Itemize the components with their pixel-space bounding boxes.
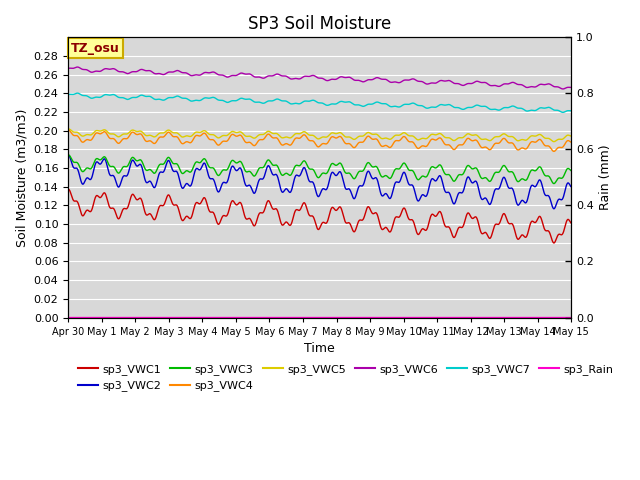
sp3_VWC2 bbox=[550, 206, 557, 212]
Line: sp3_VWC3: sp3_VWC3 bbox=[68, 155, 572, 183]
sp3_VWC5 bbox=[64, 126, 72, 132]
sp3_VWC3 bbox=[568, 168, 575, 174]
Title: SP3 Soil Moisture: SP3 Soil Moisture bbox=[248, 15, 392, 33]
sp3_VWC1 bbox=[298, 204, 305, 210]
sp3_VWC2 bbox=[124, 171, 132, 177]
sp3_VWC7 bbox=[74, 90, 81, 96]
sp3_Rain bbox=[297, 315, 305, 321]
sp3_Rain bbox=[64, 315, 72, 321]
Line: sp3_VWC6: sp3_VWC6 bbox=[68, 67, 572, 89]
sp3_VWC5 bbox=[298, 130, 305, 136]
sp3_VWC2 bbox=[298, 169, 305, 175]
sp3_VWC6 bbox=[278, 73, 286, 79]
sp3_VWC5 bbox=[124, 131, 132, 136]
sp3_VWC1 bbox=[278, 222, 286, 228]
sp3_VWC6 bbox=[351, 77, 358, 83]
sp3_VWC1 bbox=[124, 204, 132, 210]
sp3_VWC6 bbox=[124, 71, 132, 76]
sp3_VWC7 bbox=[104, 92, 111, 98]
sp3_VWC7 bbox=[351, 102, 358, 108]
sp3_VWC7 bbox=[559, 109, 567, 115]
sp3_VWC2 bbox=[278, 189, 286, 195]
sp3_Rain bbox=[288, 315, 296, 321]
sp3_VWC6 bbox=[104, 66, 111, 72]
sp3_VWC2 bbox=[568, 184, 575, 190]
sp3_VWC3 bbox=[298, 161, 305, 167]
Line: sp3_VWC7: sp3_VWC7 bbox=[68, 93, 572, 112]
sp3_VWC2 bbox=[64, 153, 72, 158]
sp3_VWC1 bbox=[568, 220, 575, 226]
sp3_VWC5 bbox=[568, 133, 575, 139]
sp3_VWC3 bbox=[351, 176, 358, 181]
sp3_VWC3 bbox=[64, 152, 72, 158]
sp3_VWC4 bbox=[65, 127, 72, 133]
sp3_VWC6 bbox=[568, 84, 575, 90]
sp3_VWC5 bbox=[289, 134, 296, 140]
sp3_VWC4 bbox=[278, 142, 286, 148]
sp3_VWC2 bbox=[65, 153, 72, 158]
sp3_VWC7 bbox=[64, 92, 72, 97]
sp3_VWC5 bbox=[550, 139, 557, 144]
sp3_Rain bbox=[103, 315, 111, 321]
sp3_VWC6 bbox=[298, 75, 305, 81]
sp3_VWC1 bbox=[64, 187, 72, 192]
sp3_VWC7 bbox=[568, 108, 575, 114]
sp3_VWC4 bbox=[289, 140, 296, 146]
sp3_VWC5 bbox=[104, 129, 111, 135]
sp3_VWC7 bbox=[289, 101, 296, 107]
Y-axis label: Rain (mm): Rain (mm) bbox=[600, 144, 612, 210]
sp3_VWC1 bbox=[65, 187, 72, 192]
sp3_Rain bbox=[568, 315, 575, 321]
sp3_VWC3 bbox=[65, 152, 72, 158]
sp3_VWC4 bbox=[550, 148, 557, 154]
Line: sp3_VWC2: sp3_VWC2 bbox=[68, 156, 572, 209]
sp3_VWC2 bbox=[289, 184, 296, 190]
sp3_VWC3 bbox=[104, 159, 111, 165]
Line: sp3_VWC1: sp3_VWC1 bbox=[68, 190, 572, 243]
sp3_Rain bbox=[351, 315, 358, 321]
sp3_VWC1 bbox=[104, 197, 111, 203]
Line: sp3_VWC5: sp3_VWC5 bbox=[68, 129, 572, 142]
sp3_Rain bbox=[124, 315, 131, 321]
sp3_VWC6 bbox=[74, 64, 81, 70]
sp3_VWC3 bbox=[289, 169, 296, 175]
sp3_VWC2 bbox=[351, 195, 358, 201]
sp3_VWC1 bbox=[289, 218, 296, 224]
sp3_VWC5 bbox=[278, 135, 286, 141]
sp3_VWC6 bbox=[559, 86, 567, 92]
sp3_VWC1 bbox=[351, 228, 358, 234]
sp3_VWC7 bbox=[298, 100, 305, 106]
Text: TZ_osu: TZ_osu bbox=[70, 42, 120, 55]
Line: sp3_VWC4: sp3_VWC4 bbox=[68, 130, 572, 151]
sp3_VWC7 bbox=[124, 96, 132, 102]
sp3_VWC3 bbox=[124, 163, 132, 168]
sp3_VWC4 bbox=[64, 128, 72, 133]
sp3_VWC4 bbox=[568, 139, 575, 145]
sp3_VWC4 bbox=[298, 134, 305, 140]
sp3_VWC5 bbox=[351, 136, 358, 142]
sp3_VWC4 bbox=[104, 132, 111, 138]
sp3_VWC6 bbox=[64, 66, 72, 72]
sp3_VWC5 bbox=[65, 126, 72, 132]
sp3_VWC1 bbox=[550, 240, 557, 246]
sp3_VWC3 bbox=[278, 172, 286, 178]
X-axis label: Time: Time bbox=[305, 342, 335, 355]
sp3_VWC2 bbox=[104, 164, 111, 170]
sp3_VWC4 bbox=[351, 144, 358, 150]
sp3_VWC3 bbox=[550, 180, 557, 186]
sp3_VWC4 bbox=[124, 135, 132, 141]
sp3_VWC6 bbox=[289, 76, 296, 82]
sp3_VWC7 bbox=[278, 98, 286, 104]
Legend: sp3_VWC1, sp3_VWC2, sp3_VWC3, sp3_VWC4, sp3_VWC5, sp3_VWC6, sp3_VWC7, sp3_Rain: sp3_VWC1, sp3_VWC2, sp3_VWC3, sp3_VWC4, … bbox=[74, 360, 618, 396]
sp3_Rain bbox=[278, 315, 285, 321]
Y-axis label: Soil Moisture (m3/m3): Soil Moisture (m3/m3) bbox=[15, 108, 28, 247]
